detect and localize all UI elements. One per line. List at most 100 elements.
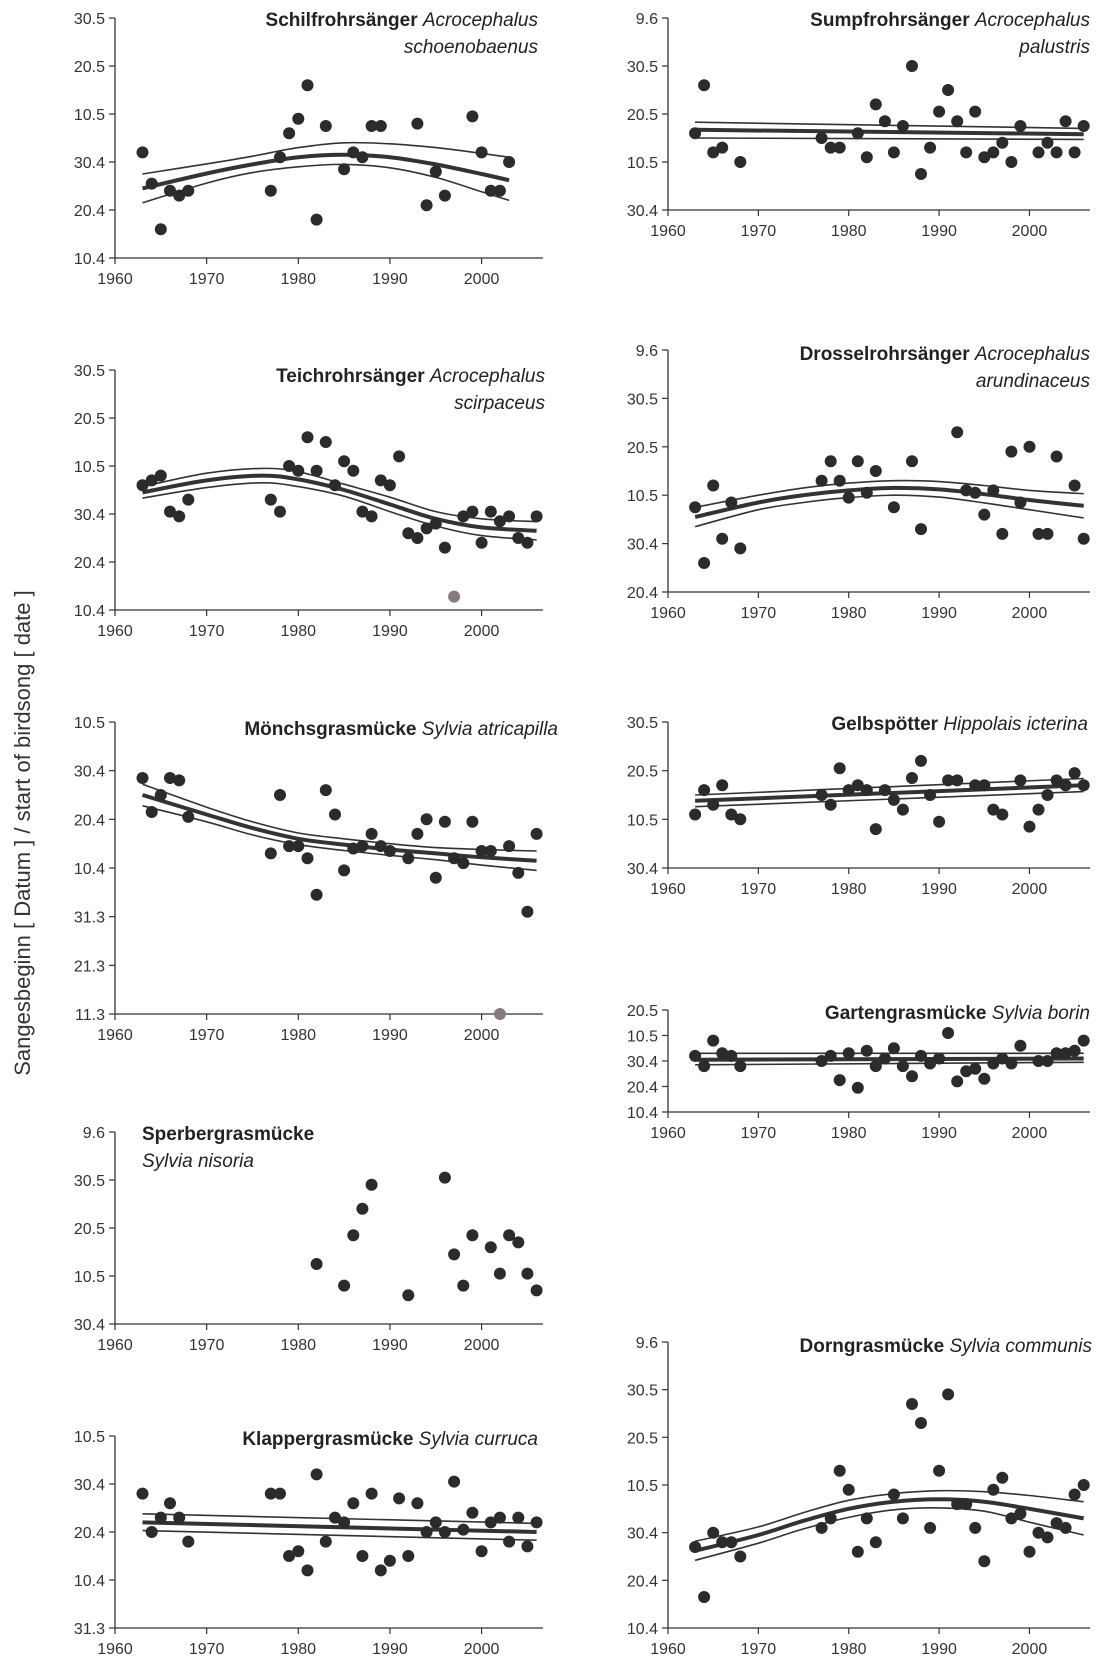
data-point [716, 1047, 729, 1060]
data-point [698, 79, 711, 92]
y-tick-label: 30.4 [74, 507, 105, 524]
x-tick-label: 1960 [650, 881, 686, 898]
data-point [164, 1497, 176, 1510]
y-tick-label: 10.5 [74, 715, 105, 732]
data-point [725, 1049, 738, 1062]
data-point [887, 793, 900, 806]
data-point [393, 450, 406, 463]
x-tick-label: 1970 [741, 223, 777, 240]
data-point [283, 1550, 296, 1562]
common-name: Drosselrohrsänger [800, 344, 975, 365]
data-point [698, 1591, 711, 1603]
data-point [689, 127, 702, 140]
y-tick-label: 20.4 [74, 203, 105, 220]
data-point [365, 1178, 378, 1191]
data-point [860, 1512, 873, 1525]
data-point [347, 842, 360, 855]
data-point [484, 1516, 497, 1529]
y-tick-label: 21.3 [74, 958, 105, 975]
x-tick-label: 1960 [650, 605, 686, 622]
data-point [960, 146, 973, 159]
scientific-name: arundinaceus [976, 371, 1091, 392]
data-point [310, 1258, 323, 1270]
data-point [815, 1055, 828, 1067]
data-point [475, 845, 488, 857]
data-point [924, 789, 937, 801]
data-point [942, 1388, 955, 1401]
data-point [698, 784, 711, 797]
x-tick-label: 1970 [189, 1027, 225, 1044]
data-point [869, 1536, 882, 1549]
x-tick-label: 1990 [372, 623, 408, 640]
data-point [264, 184, 277, 197]
data-point [1059, 115, 1072, 128]
data-point [521, 1267, 534, 1280]
data-point [824, 141, 837, 154]
data-point [319, 1535, 332, 1548]
data-point [689, 808, 702, 821]
x-tick-label: 1970 [741, 1641, 777, 1658]
data-point [842, 1483, 855, 1496]
data-point [698, 557, 711, 569]
data-point [338, 455, 351, 468]
data-point [951, 1498, 964, 1511]
data-point [824, 1512, 837, 1525]
data-point [887, 1488, 900, 1501]
scientific-name: scirpaceus [454, 393, 545, 414]
data-point [689, 1049, 702, 1062]
panel-klappergrasmücke: 10.5 30.4 20.4 10.4 31.3 1960 1970 1980 1990 2000… [74, 1429, 543, 1658]
data-point [402, 527, 415, 540]
data-point [338, 864, 351, 877]
data-point [951, 774, 964, 787]
data-point [420, 199, 433, 212]
data-point [512, 1236, 525, 1249]
scientific-name: schoenobaenus [404, 37, 539, 58]
data-point [1005, 1512, 1018, 1525]
data-point [292, 464, 305, 477]
data-point [1041, 1055, 1054, 1067]
data-point [393, 1492, 406, 1505]
data-point [896, 120, 909, 132]
x-tick-label: 1990 [372, 271, 408, 288]
data-point [493, 1511, 506, 1524]
x-tick-label: 1990 [921, 223, 957, 240]
data-point [182, 493, 195, 506]
x-tick-label: 1980 [280, 623, 316, 640]
data-point [906, 1398, 918, 1410]
data-point [310, 213, 323, 226]
data-point [457, 1523, 470, 1536]
data-point [274, 1487, 286, 1500]
x-tick-label: 1990 [921, 881, 957, 898]
data-point [292, 1545, 305, 1558]
data-point [173, 189, 186, 202]
data-point [996, 1471, 1009, 1484]
data-point [365, 827, 378, 840]
panel-sperbergrasmücke: 9.6 30.5 20.5 10.5 30.4 1960 1970 1980 1990 2000 S… [74, 1124, 543, 1354]
data-point [1077, 532, 1090, 545]
y-tick-label: 20.4 [627, 1573, 658, 1590]
data-point [978, 151, 991, 164]
data-point [707, 1034, 720, 1047]
panel-title: Dorngrasmücke Sylvia communis [800, 1336, 1093, 1357]
data-point [933, 1464, 946, 1477]
y-tick-label: 10.5 [74, 107, 105, 124]
data-point [457, 510, 470, 523]
data-point [466, 110, 479, 123]
data-point [356, 151, 369, 164]
data-point [987, 1057, 1000, 1070]
ci-lower-line [694, 494, 1084, 528]
data-point [1068, 146, 1081, 159]
x-tick-label: 2000 [1012, 605, 1048, 622]
x-tick-label: 1980 [280, 1641, 316, 1658]
data-point [457, 1279, 470, 1292]
data-point [493, 184, 506, 197]
data-point [438, 1171, 451, 1184]
y-tick-label: 20.4 [74, 1525, 105, 1542]
x-tick-label: 1960 [97, 623, 133, 640]
y-tick-label: 30.4 [74, 1317, 105, 1334]
data-point [1068, 1044, 1081, 1057]
data-point [429, 1516, 442, 1529]
panel-dorngrasmücke: 9.6 30.5 20.5 10.5 30.4 20.4 10.4 1960 1970 1980 1… [627, 1335, 1093, 1658]
y-tick-label: 30.4 [74, 764, 105, 781]
